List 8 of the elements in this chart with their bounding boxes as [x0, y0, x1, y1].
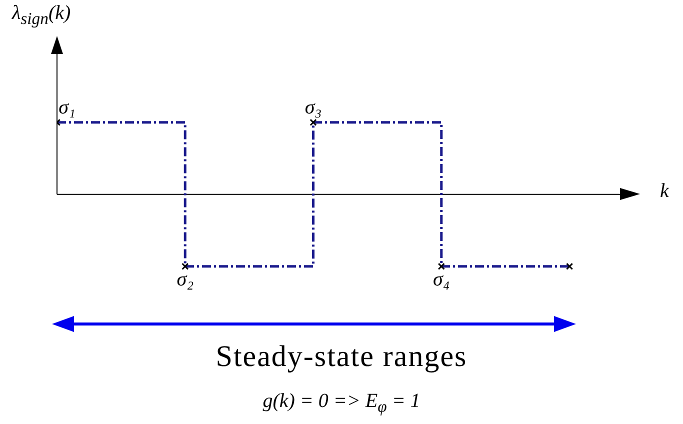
text: σ₂	[176, 268, 194, 291]
x-axis-title: k	[660, 180, 669, 203]
text: σ₄	[432, 268, 450, 291]
text: Steady-state ranges	[214, 340, 468, 374]
y-axis-title: λ$_{sign}$(k)	[12, 2, 71, 29]
text: g(k) = 0 => E$_{φ}$ = 1	[262, 390, 422, 417]
text: σ₃	[304, 96, 322, 119]
text: σ₁	[58, 96, 76, 119]
